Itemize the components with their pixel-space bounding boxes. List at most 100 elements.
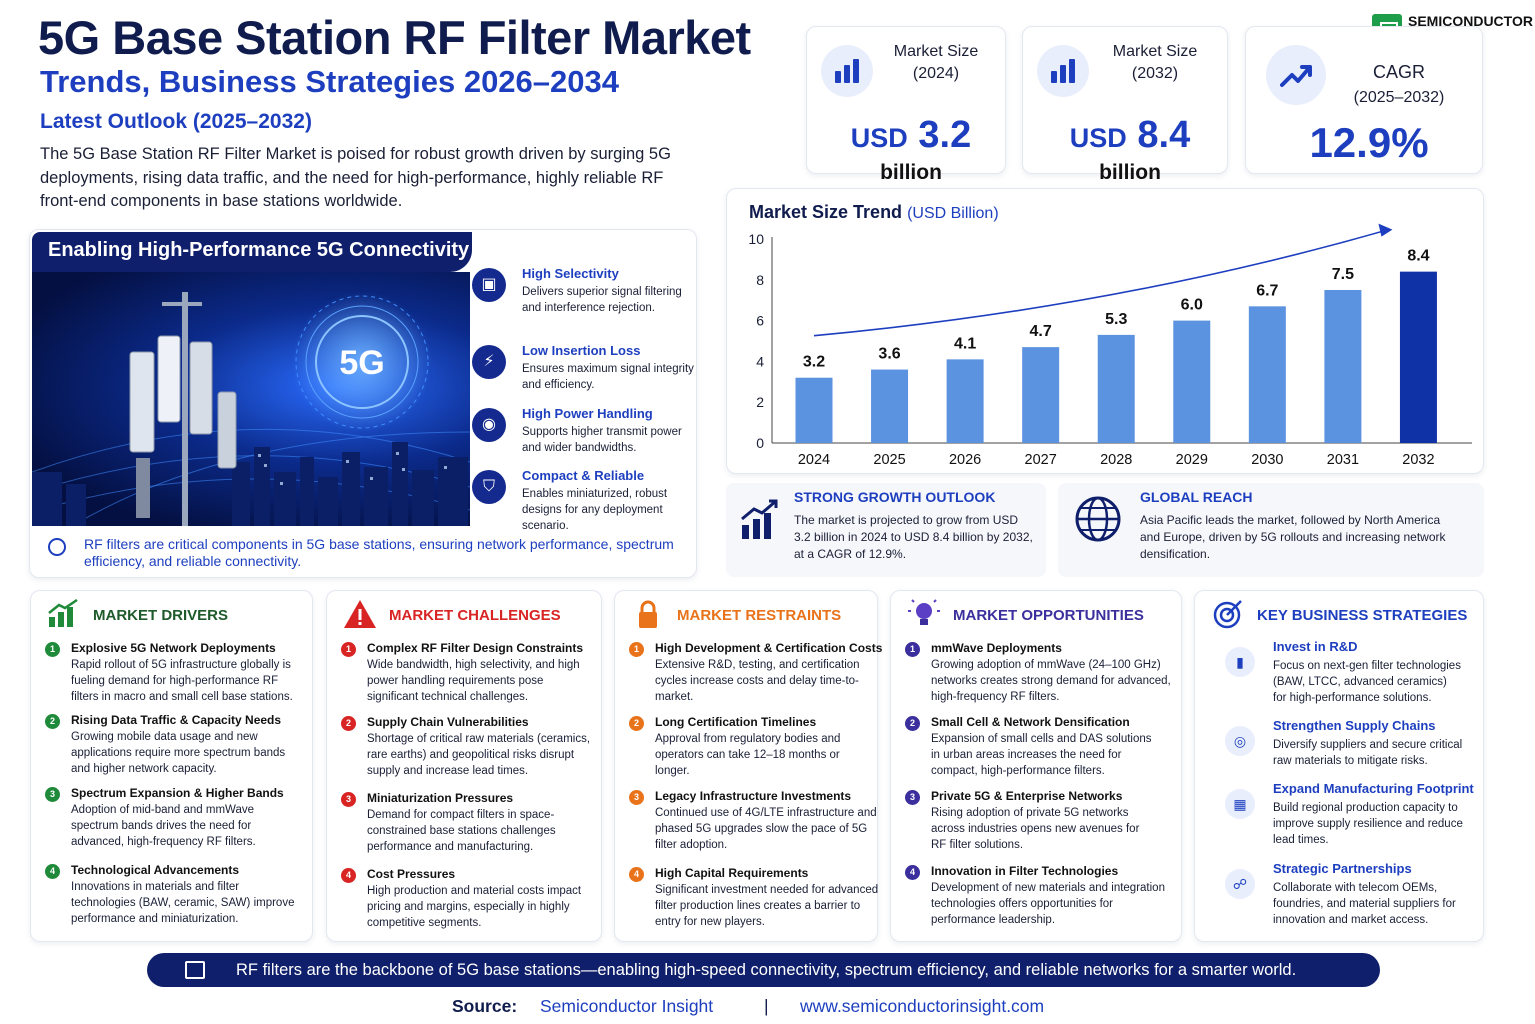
intro-text: The 5G Base Station RF Filter Market is … [40,145,671,210]
bar [946,359,984,443]
source-separator: | [764,996,769,1016]
item-desc: Innovations in materials and filter tech… [71,881,295,925]
antenna-icon: ◉ [472,408,506,442]
restraints-title: MARKET RESTRAINTS [677,607,842,624]
5g-badge: 5G [339,344,384,382]
data-label: 5.3 [1105,311,1127,328]
warning-icon [344,600,376,628]
data-label: 4.1 [954,335,976,352]
chart-icon: ▮ [1225,647,1255,677]
bar-chart-icon [821,45,873,97]
item-desc: Demand for compact filters in space-cons… [367,809,556,853]
chip-icon: ▣ [472,268,506,302]
data-label: 3.6 [878,346,900,363]
item-desc: Rising adoption of private 5G networks a… [931,807,1140,851]
feature-title: Low Insertion Loss [522,343,641,358]
bar [1248,306,1286,443]
item-desc: Development of new materials and integra… [931,882,1165,926]
item-title: Spectrum Expansion & Higher Bands [71,786,284,800]
market-size-chart: Market Size Trend (USD Billion) 0 2 4 6 8 10 3… [726,188,1484,474]
item-desc: Approval from regulatory bodies and oper… [655,733,841,777]
x-tick-label: 2024 [798,452,830,468]
x-tick-label: 2029 [1176,452,1208,468]
x-tick-label: 2028 [1100,452,1132,468]
reach-desc: Asia Pacific leads the market, followed … [1140,513,1446,561]
opportunities-title: MARKET OPPORTUNITIES [953,607,1144,624]
lightning-icon: ⚡ [472,345,506,379]
opportunities-column: MARKET OPPORTUNITIES 1 mmWave Deployment… [890,590,1182,942]
item-desc: Extensive R&D, testing, and certificatio… [655,659,860,703]
item-title: Invest in R&D [1273,639,1358,654]
item-desc: Adoption of mid-band and mmWave spectrum… [71,804,256,848]
x-tick-label: 2032 [1402,452,1434,468]
item-title: High Capital Requirements [655,866,809,880]
bar [871,369,909,443]
enabling-note: RF filters are critical components in 5G… [48,536,688,570]
supply-chain-icon: ◎ [1225,726,1255,756]
bar-chart-icon [1037,45,1089,97]
growth-outlook-box: STRONG GROWTH OUTLOOK The market is proj… [726,483,1046,577]
bar [1399,271,1437,443]
feature-desc: Delivers superior signal filtering and i… [522,286,682,314]
bar [1173,320,1211,443]
trend-arrow-head [1378,223,1393,237]
stat-label: Market Size [893,43,979,60]
globe-icon [1075,496,1121,542]
item-title: Strengthen Supply Chains [1273,718,1436,733]
data-label: 6.7 [1256,282,1278,299]
stat-period: (2024) [912,65,960,82]
stat-unit: billion [1099,161,1161,184]
brand-line-1: SEMICONDUCTOR [1408,13,1533,29]
chart-title: Market Size Trend (USD Billion) [749,202,999,222]
y-tick-label: 8 [756,272,764,288]
trend-up-icon [1266,45,1326,105]
globe-icon [48,538,66,556]
growth-chart-icon [741,499,778,539]
item-title: Expand Manufacturing Footprint [1273,781,1474,796]
bar [795,377,833,443]
feature-desc: Enables miniaturized, robust designs for… [522,488,668,532]
page-title: 5G Base Station RF Filter Market [38,11,751,64]
y-tick-label: 2 [756,394,764,410]
item-desc: High production and material costs impac… [367,885,582,929]
item-desc: Focus on next-gen filter technologies (B… [1273,660,1461,704]
stat-unit: billion [880,161,942,184]
strategies-column: KEY BUSINESS STRATEGIES ▮ Invest in R&D … [1194,590,1484,942]
item-desc: Wide bandwidth, high selectivity, and hi… [367,659,580,703]
item-title: Legacy Infrastructure Investments [655,789,852,803]
item-title: High Development & Certification Costs [655,641,883,655]
y-tick-label: 6 [756,313,764,329]
feature-desc: Supports higher transmit power and wider… [522,426,682,454]
partners-icon: ☍ [1225,869,1255,899]
item-title: Technological Advancements [71,863,240,877]
data-label: 6.0 [1181,297,1203,314]
x-tick-label: 2031 [1327,452,1359,468]
enabling-panel: 5G Enabling High-Perfo [29,229,697,578]
item-title: Long Certification Timelines [655,715,817,729]
global-reach-box: GLOBAL REACH Asia Pacific leads the mark… [1058,483,1484,577]
data-label: 7.5 [1332,266,1354,283]
item-title: Strategic Partnerships [1273,861,1412,876]
bar [1324,290,1362,443]
growth-desc: The market is projected to grow from USD… [794,513,1033,561]
stat-label: CAGR [1372,62,1425,82]
stat-value: USD 8.4 [1069,114,1191,156]
x-tick-label: 2030 [1251,452,1283,468]
stat-value: 12.9% [1309,119,1429,166]
item-title: Private 5G & Enterprise Networks [931,789,1123,803]
base-station-illustration: 5G [32,272,470,526]
data-label: 3.2 [803,354,825,371]
item-title: Innovation in Filter Technologies [931,864,1119,878]
source-url[interactable]: www.semiconductorinsight.com [800,996,1045,1016]
y-tick-label: 10 [748,231,764,247]
x-tick-label: 2026 [949,452,981,468]
growth-bars-icon [48,599,78,627]
item-desc: Significant investment needed for advanc… [655,884,879,928]
feature-title: Compact & Reliable [522,468,645,483]
reach-title: GLOBAL REACH [1140,489,1253,505]
stat-label: Market Size [1112,43,1198,60]
y-tick-label: 0 [756,435,764,451]
item-desc: Collaborate with telecom OEMs, foundries… [1273,882,1456,926]
item-title: mmWave Deployments [931,641,1062,655]
stat-card-market-2032: Market Size (2032) USD 8.4 billion [1022,26,1228,184]
